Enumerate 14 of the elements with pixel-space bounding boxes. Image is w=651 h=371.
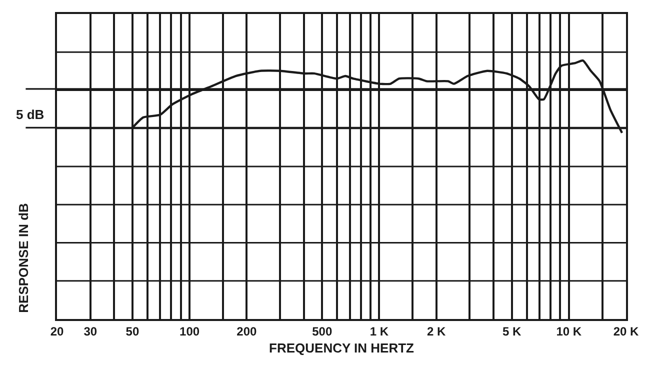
x-tick-label: 500: [312, 324, 332, 338]
ref-line-label: 5 dB: [16, 107, 44, 122]
x-tick-label: 10 K: [556, 324, 582, 338]
x-tick-label: 20: [50, 324, 64, 338]
x-axis-title: FREQUENCY IN HERTZ: [269, 340, 414, 356]
x-tick-label: 2 K: [426, 324, 446, 338]
x-tick-label: 50: [126, 324, 140, 338]
x-tick-label: 20 K: [613, 324, 639, 338]
y-axis-title: RESPONSE IN dB: [16, 203, 31, 313]
x-tick-label: 100: [180, 324, 200, 338]
x-tick-label: 1 K: [370, 324, 389, 338]
x-tick-label: 30: [84, 324, 98, 338]
x-tick-label: 5 K: [502, 324, 522, 338]
x-tick-label: 200: [236, 324, 257, 338]
